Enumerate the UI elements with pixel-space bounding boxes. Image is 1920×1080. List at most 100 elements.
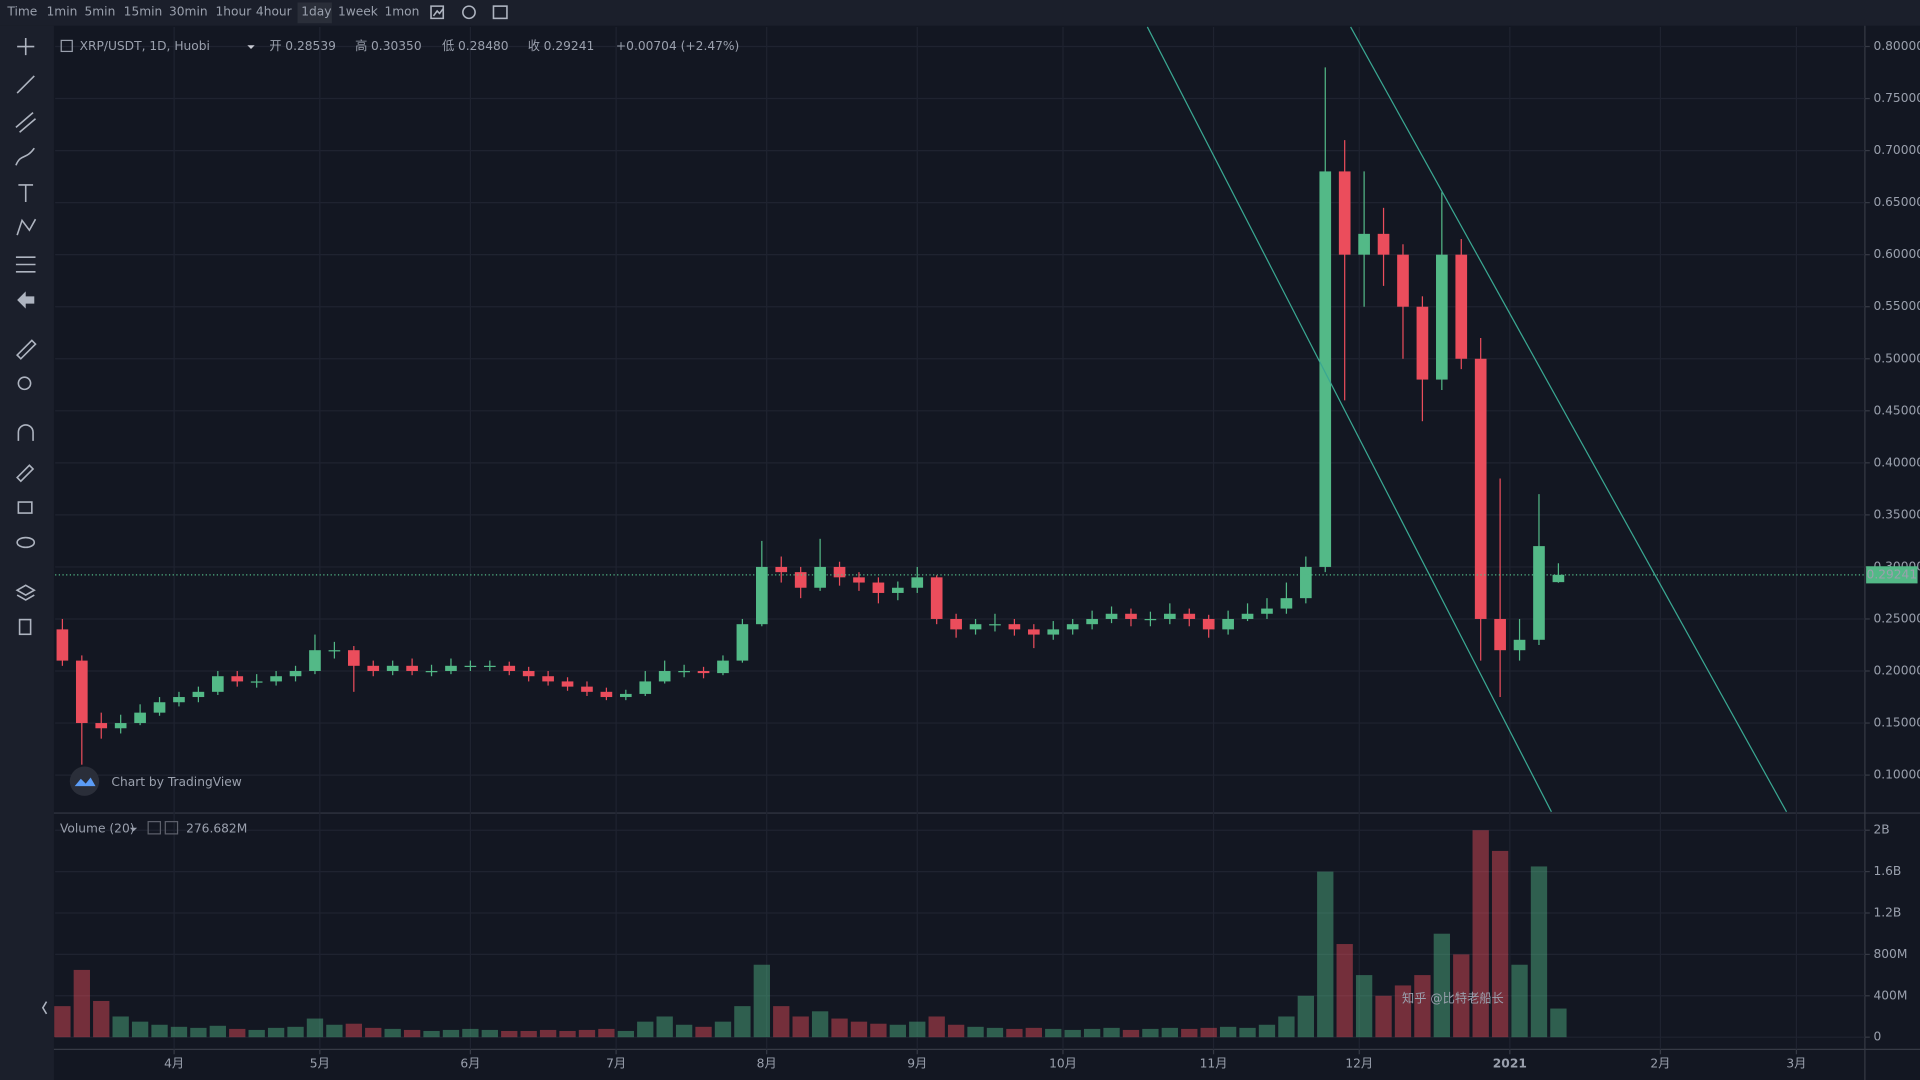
candle-body: [717, 660, 729, 674]
interval-button[interactable]: 30min: [169, 5, 208, 19]
volume-bar: [1336, 944, 1353, 1038]
y-tick-label: 0.70000: [1873, 143, 1920, 157]
y-tick-label: 0.45000: [1873, 403, 1920, 417]
candle-body: [270, 676, 282, 682]
layers-tool[interactable]: [15, 584, 36, 601]
volume-bar: [617, 1030, 634, 1038]
visibility-tool[interactable]: [16, 536, 36, 549]
watermark[interactable]: Chart by TradingView: [111, 775, 241, 789]
left-toolbar: [0, 25, 54, 1080]
candle-body: [173, 697, 185, 703]
interval-button[interactable]: 5min: [84, 5, 115, 19]
y-tick-label: 0.40000: [1873, 455, 1920, 469]
x-tick-label: 2月: [1650, 1057, 1670, 1071]
lock-tool[interactable]: [17, 501, 33, 514]
interval-button[interactable]: 1mon: [384, 5, 419, 19]
symbol[interactable]: XRP/USDT, 1D, Huobi: [80, 39, 210, 53]
text-tool[interactable]: [18, 184, 34, 203]
interval-button[interactable]: 4hour: [256, 5, 293, 19]
y-tick-label: 0.80000: [1873, 39, 1920, 53]
candle-body: [347, 650, 360, 666]
candle-body: [386, 665, 399, 672]
candle-body: [600, 691, 613, 698]
interval-button[interactable]: 1hour: [216, 5, 253, 19]
volume-tick-label: 1.2B: [1873, 906, 1901, 920]
interval-button[interactable]: 1min: [47, 5, 78, 19]
volume-bar: [73, 969, 90, 1038]
volume-bar: [850, 1021, 868, 1038]
collapse-toolbar[interactable]: [41, 1001, 48, 1015]
x-tick-label: 9月: [907, 1057, 927, 1071]
volume-bar: [967, 1026, 984, 1038]
candle-body: [1338, 171, 1351, 255]
volume-bar: [714, 1021, 732, 1038]
crosshair-tool[interactable]: [17, 37, 35, 56]
legend-collapse[interactable]: [60, 39, 73, 53]
screenshot-button[interactable]: [492, 5, 508, 20]
volume-dropdown[interactable]: [129, 827, 138, 832]
candle-body: [1300, 566, 1312, 599]
high-label: 高: [355, 38, 367, 53]
volume-bar: [1200, 1027, 1217, 1038]
candle-body: [1047, 629, 1060, 635]
symbol-dropdown[interactable]: [247, 45, 255, 49]
volume-bar: [1025, 1027, 1042, 1038]
stay-drawing-tool[interactable]: [16, 464, 35, 483]
candle-body: [1474, 358, 1487, 619]
volume-bar: [287, 1026, 304, 1038]
drawing-tools: [15, 37, 37, 636]
candle-body: [1455, 254, 1468, 359]
candle-body: [406, 665, 418, 672]
volume-bar: [637, 1021, 654, 1038]
volume-bar: [1491, 850, 1509, 1038]
candle-body: [367, 665, 380, 672]
x-tick-label: 6月: [460, 1057, 480, 1071]
candle-body: [464, 665, 477, 668]
candle-body: [134, 712, 146, 724]
volume-bar: [792, 1016, 809, 1038]
open-label: 开: [269, 39, 281, 53]
x-tick-label: 2021: [1493, 1057, 1527, 1071]
candle-body: [1202, 618, 1215, 630]
interval-button[interactable]: 1week: [338, 5, 379, 19]
volume-bar: [151, 1024, 168, 1038]
volume-bar: [1550, 1008, 1567, 1038]
volume-bar: [229, 1028, 246, 1038]
channel-tool[interactable]: [15, 112, 37, 133]
volume-bar: [559, 1030, 576, 1038]
candle-body: [814, 566, 826, 588]
interval-button[interactable]: 1day: [301, 5, 331, 19]
volume-bar: [112, 1016, 129, 1038]
volume-bar: [365, 1027, 382, 1038]
interval-button[interactable]: 15min: [124, 5, 163, 19]
volume-bar: [1258, 1024, 1276, 1038]
volume-close[interactable]: [164, 821, 179, 835]
brush-tool[interactable]: [15, 147, 35, 166]
volume-value: 276.682M: [186, 821, 247, 835]
trendline-tool[interactable]: [16, 75, 35, 94]
candle-body: [775, 566, 788, 573]
volume-bar: [1064, 1029, 1081, 1038]
candle-body: [1144, 618, 1157, 621]
candle-body: [1397, 254, 1409, 307]
y-tick-label: 0.20000: [1873, 664, 1920, 678]
zoom-tool[interactable]: [17, 376, 32, 391]
magnet-tool[interactable]: [17, 424, 34, 441]
volume-bar: [1394, 985, 1412, 1038]
delete-tool[interactable]: [18, 618, 32, 636]
interval-button[interactable]: Time: [6, 5, 37, 19]
candle-body: [1008, 624, 1021, 630]
settings-button[interactable]: [462, 5, 476, 20]
candle-body: [1552, 574, 1565, 583]
chart-type-button[interactable]: [430, 5, 445, 20]
volume-bar: [1006, 1028, 1023, 1038]
candle-body: [794, 572, 807, 588]
candle-body: [1513, 639, 1526, 651]
forecast-tool[interactable]: [15, 256, 36, 273]
volume-bar: [1530, 866, 1548, 1038]
volume-bar: [462, 1028, 479, 1038]
ruler-tool[interactable]: [16, 339, 37, 360]
grid: [55, 26, 1865, 1050]
volume-settings[interactable]: [147, 821, 162, 835]
pattern-tool[interactable]: [16, 218, 37, 236]
